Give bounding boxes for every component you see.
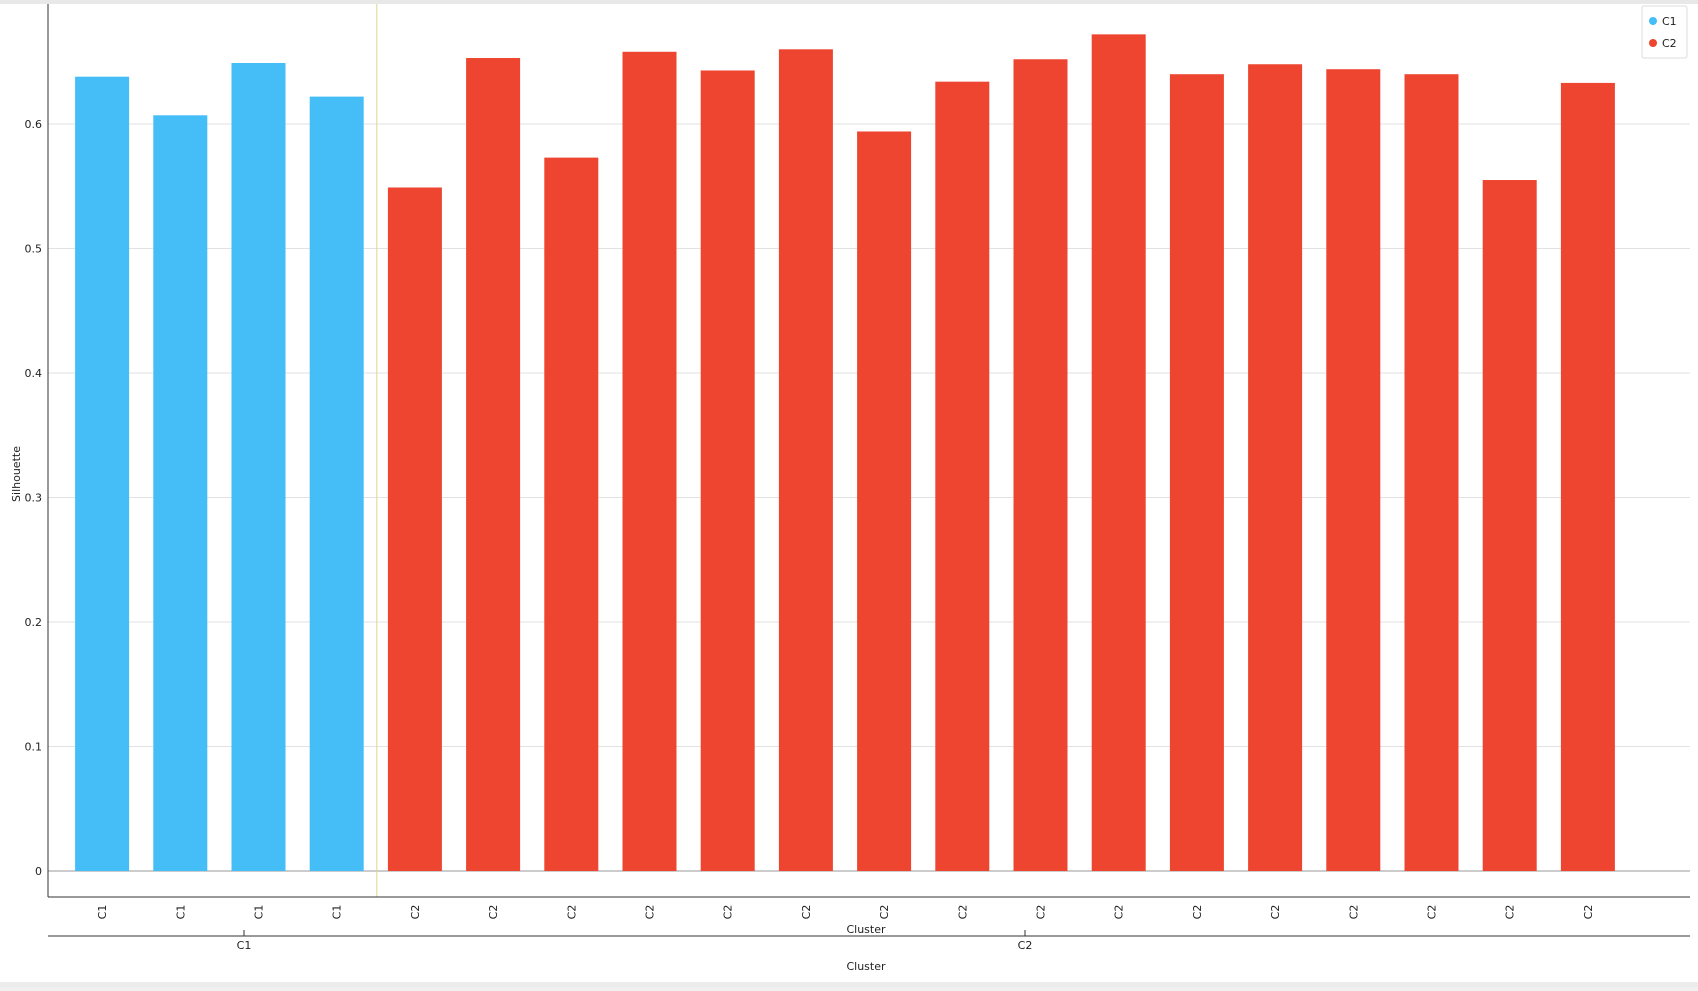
- bar-c2[interactable]: [1326, 69, 1381, 872]
- window-bottom-border: [0, 982, 1698, 987]
- y-tick-label: 0.1: [25, 741, 43, 754]
- bar-c2[interactable]: [857, 131, 912, 872]
- bar-c2[interactable]: [1560, 82, 1615, 872]
- group-label-c1: C1: [237, 939, 252, 952]
- x-tick-label: C1: [174, 905, 187, 920]
- bar-c2[interactable]: [1169, 74, 1224, 871]
- bar-c2[interactable]: [1248, 64, 1303, 872]
- x-tick-label: C1: [96, 905, 109, 920]
- y-axis-label: Silhouette: [10, 446, 23, 502]
- legend-marker-c1: [1649, 17, 1657, 25]
- bar-c2[interactable]: [1482, 180, 1537, 871]
- x-tick-label: C1: [253, 905, 266, 920]
- group-axis-label: Cluster: [846, 960, 886, 973]
- y-tick-label: 0.6: [25, 118, 43, 131]
- bar-c2[interactable]: [778, 49, 833, 872]
- x-tick-label: C2: [1426, 905, 1439, 920]
- x-tick-label: C2: [956, 905, 969, 920]
- x-tick-label: C2: [1035, 905, 1048, 920]
- x-tick-label: C2: [565, 905, 578, 920]
- y-tick-label: 0.4: [25, 367, 43, 380]
- bar-c2[interactable]: [466, 58, 521, 871]
- legend-marker-c2: [1649, 39, 1657, 47]
- group-label-c2: C2: [1018, 939, 1033, 952]
- x-tick-label: C1: [331, 905, 344, 920]
- y-tick-label: 0: [35, 865, 42, 878]
- bar-c2[interactable]: [1091, 34, 1146, 872]
- x-tick-label: C2: [722, 905, 735, 920]
- window-top-border: [0, 0, 1698, 4]
- bar-c2[interactable]: [1013, 59, 1068, 871]
- y-tick-label: 0.2: [25, 616, 43, 629]
- x-tick-label: C2: [800, 905, 813, 920]
- legend-label-c1: C1: [1662, 15, 1677, 28]
- x-tick-label: C2: [878, 905, 891, 920]
- x-tick-label: C2: [1582, 905, 1595, 920]
- x-tick-label: C2: [409, 905, 422, 920]
- x-axis-label: Cluster: [846, 923, 886, 936]
- x-tick-label: C2: [1191, 905, 1204, 920]
- bar-c2[interactable]: [1404, 74, 1459, 871]
- bar-c2[interactable]: [622, 51, 677, 872]
- x-tick-label: C2: [644, 905, 657, 920]
- x-tick-label: C2: [1347, 905, 1360, 920]
- bar-c2[interactable]: [700, 70, 755, 872]
- bar-c2[interactable]: [544, 157, 599, 872]
- x-tick-label: C2: [487, 905, 500, 920]
- legend-label-c2: C2: [1662, 37, 1677, 50]
- bar-c2[interactable]: [935, 81, 990, 872]
- y-tick-label: 0.3: [25, 492, 43, 505]
- bar-c1[interactable]: [153, 115, 208, 871]
- y-tick-label: 0.5: [25, 243, 43, 256]
- bar-c1[interactable]: [231, 62, 286, 872]
- x-tick-label: C2: [1504, 905, 1517, 920]
- bar-c1[interactable]: [75, 76, 130, 871]
- bar-c2[interactable]: [387, 187, 442, 871]
- x-tick-label: C2: [1269, 905, 1282, 920]
- bar-c1[interactable]: [309, 96, 364, 872]
- x-tick-label: C2: [1113, 905, 1126, 920]
- legend-box: [1641, 5, 1688, 59]
